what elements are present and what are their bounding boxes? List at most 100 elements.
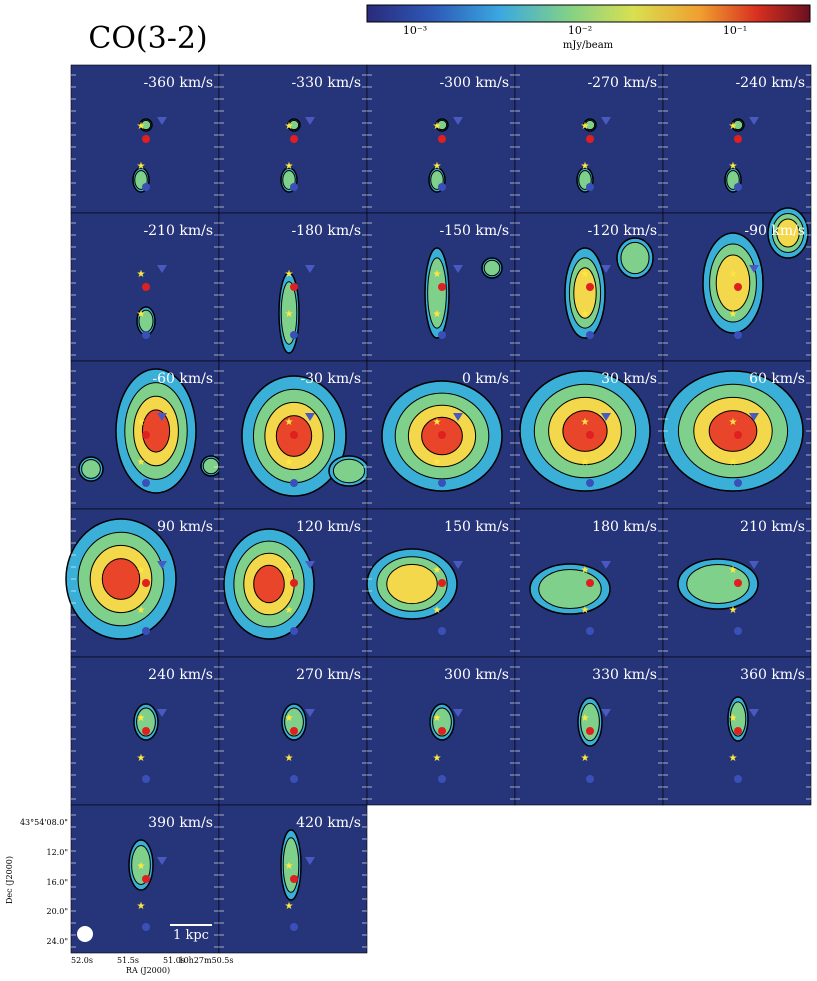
panel: ★ ★ -300 km/s <box>366 64 516 214</box>
marker-triangle <box>157 413 167 421</box>
marker-red <box>142 727 150 735</box>
marker-star: ★ <box>285 121 294 132</box>
marker-triangle <box>157 117 167 125</box>
marker-star: ★ <box>137 753 146 764</box>
marker-red <box>142 875 150 883</box>
y-tick-label: 16.0" <box>47 878 69 887</box>
emission <box>562 410 608 452</box>
marker-star: ★ <box>433 605 442 616</box>
emission <box>776 218 800 248</box>
marker-star: ★ <box>729 309 738 320</box>
marker-triangle <box>453 709 463 717</box>
marker-star: ★ <box>581 269 590 280</box>
marker-star: ★ <box>137 309 146 320</box>
marker-blue <box>586 479 594 487</box>
x-tick-label: 51.0s <box>163 956 185 965</box>
marker-star: ★ <box>729 417 738 428</box>
marker-star: ★ <box>581 713 590 724</box>
marker-blue <box>142 923 150 931</box>
emission <box>580 702 600 742</box>
marker-blue <box>290 627 298 635</box>
marker-red <box>290 135 298 143</box>
marker-star: ★ <box>285 713 294 724</box>
marker-triangle <box>305 709 315 717</box>
marker-triangle <box>601 413 611 421</box>
marker-star: ★ <box>729 713 738 724</box>
panel-label: -90 km/s <box>744 223 805 239</box>
panel-label: -360 km/s <box>143 75 213 91</box>
panel: ★ ★ 270 km/s <box>218 656 368 806</box>
emission <box>732 119 744 131</box>
title: CO(3-2) <box>88 21 207 56</box>
marker-star: ★ <box>729 121 738 132</box>
emission <box>280 281 298 345</box>
marker-triangle <box>749 709 759 717</box>
marker-star: ★ <box>285 901 294 912</box>
marker-triangle <box>305 265 315 273</box>
marker-blue <box>142 775 150 783</box>
marker-star: ★ <box>433 713 442 724</box>
panel-label: 60 km/s <box>749 371 805 387</box>
marker-triangle <box>601 117 611 125</box>
marker-star: ★ <box>137 457 146 468</box>
panel-label: 30 km/s <box>601 371 657 387</box>
emission <box>253 564 285 604</box>
marker-triangle <box>749 561 759 569</box>
marker-star: ★ <box>137 565 146 576</box>
panel-label: 330 km/s <box>592 667 657 683</box>
panel: ★ ★ -90 km/s <box>662 207 812 362</box>
marker-star: ★ <box>285 417 294 428</box>
marker-red <box>734 431 742 439</box>
marker-blue <box>290 775 298 783</box>
panel: ★ ★ 60 km/s <box>662 360 812 510</box>
marker-star: ★ <box>581 565 590 576</box>
marker-blue <box>142 183 150 191</box>
panel: ★ ★ -180 km/s <box>218 212 368 362</box>
panel-label: -30 km/s <box>300 371 361 387</box>
marker-star: ★ <box>285 161 294 172</box>
y-tick-label: 43°54'08.0" <box>20 818 68 827</box>
y-tick-label: 12.0" <box>47 848 69 857</box>
marker-blue <box>142 627 150 635</box>
panel: ★ ★ -150 km/s <box>366 212 516 362</box>
marker-star: ★ <box>137 901 146 912</box>
emission <box>332 458 366 484</box>
marker-red <box>438 135 446 143</box>
marker-star: ★ <box>433 309 442 320</box>
marker-blue <box>734 331 742 339</box>
emission <box>708 410 758 452</box>
marker-star: ★ <box>137 269 146 280</box>
panel-label: 90 km/s <box>157 519 213 535</box>
marker-star: ★ <box>433 565 442 576</box>
marker-star: ★ <box>285 457 294 468</box>
panel: ★ ★ 420 km/s <box>218 804 368 954</box>
panel-label: 390 km/s <box>148 815 213 831</box>
panel-label: 120 km/s <box>296 519 361 535</box>
marker-triangle <box>453 561 463 569</box>
emission <box>483 259 501 277</box>
marker-star: ★ <box>581 121 590 132</box>
marker-red <box>734 135 742 143</box>
panel: ★ ★ -120 km/s <box>514 212 664 362</box>
panel: ★ ★ 360 km/s <box>662 656 812 806</box>
emission <box>202 457 220 475</box>
marker-star: ★ <box>137 605 146 616</box>
panel: ★ ★ 0 km/s <box>366 360 516 510</box>
panel-label: 180 km/s <box>592 519 657 535</box>
panel: ★ ★ 150 km/s <box>366 508 516 658</box>
marker-red <box>438 283 446 291</box>
marker-triangle <box>157 857 167 865</box>
marker-red <box>290 283 298 291</box>
panel: ★ ★ 30 km/s <box>514 360 664 510</box>
panel-label: 210 km/s <box>740 519 805 535</box>
marker-star: ★ <box>581 753 590 764</box>
marker-red <box>586 283 594 291</box>
marker-red <box>586 135 594 143</box>
panel-label: 420 km/s <box>296 815 361 831</box>
marker-star: ★ <box>581 309 590 320</box>
panel: ★ ★ -240 km/s <box>662 64 812 214</box>
panel-label: 0 km/s <box>462 371 509 387</box>
scalebar-label: 1 kpc <box>173 928 209 943</box>
marker-blue <box>142 331 150 339</box>
marker-red <box>290 579 298 587</box>
